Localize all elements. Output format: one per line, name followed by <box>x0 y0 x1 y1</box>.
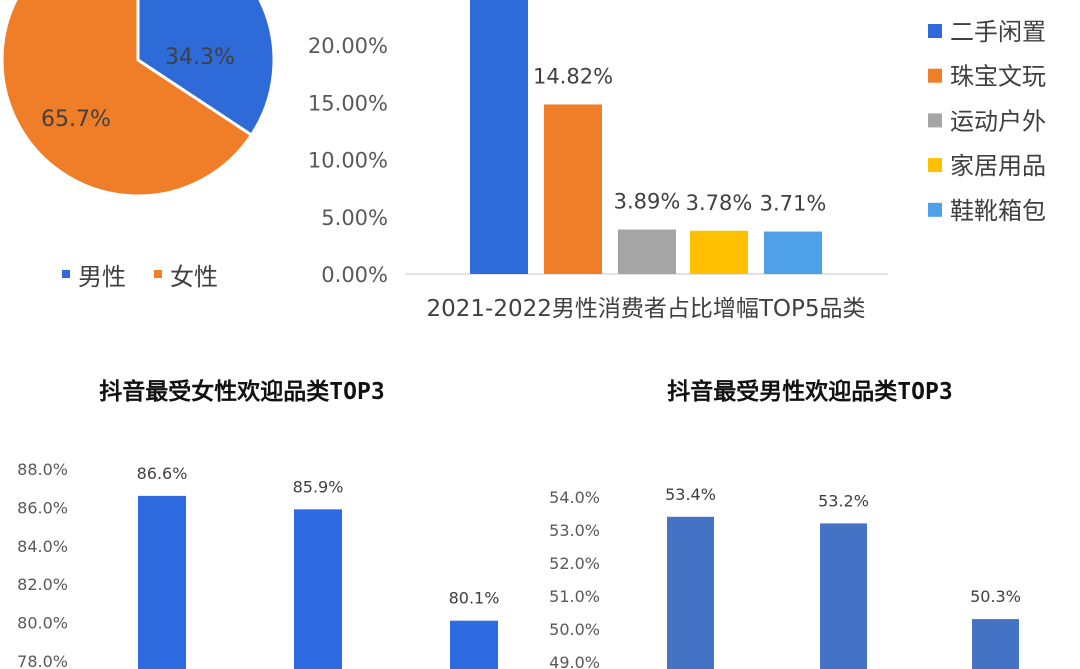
y-tick-label: 80.0% <box>17 614 68 633</box>
legend-label-0: 男性 <box>78 263 126 291</box>
y-tick-label: 15.00% <box>308 91 388 115</box>
pie-label-female: 65.7% <box>41 107 111 132</box>
bar-2 <box>972 619 1019 669</box>
bar-value-label: 53.2% <box>818 491 869 510</box>
y-tick-label: 51.0% <box>549 587 600 606</box>
legend-marker-4 <box>928 202 942 217</box>
y-tick-label: 78.0% <box>17 652 68 669</box>
legend-marker-0 <box>928 24 942 38</box>
bar-value-label: 50.3% <box>970 587 1021 606</box>
chart-title: 抖音最受女性欢迎品类TOP3 <box>99 378 384 405</box>
x-axis-title: 2021-2022男性消费者占比增幅TOP5品类 <box>426 296 865 322</box>
y-tick-label: 53.0% <box>549 521 600 540</box>
bar-1 <box>544 104 602 274</box>
bar-2 <box>450 620 498 669</box>
y-tick-label: 84.0% <box>17 537 68 556</box>
bar-2 <box>618 229 676 274</box>
legend-marker-0 <box>62 270 70 278</box>
legend-label-4: 鞋靴箱包 <box>950 197 1046 225</box>
legend-label-3: 家居用品 <box>950 152 1046 180</box>
bar-value-label: 3.89% <box>614 189 681 213</box>
bar-value-label: 80.1% <box>449 589 500 608</box>
pie-label-male: 34.3% <box>165 45 235 70</box>
chart-title: 抖音最受男性欢迎品类TOP3 <box>667 378 952 405</box>
legend-label-0: 二手闲置 <box>950 18 1046 46</box>
legend-marker-1 <box>154 270 162 278</box>
bar-value-label: 3.78% <box>686 191 753 215</box>
y-tick-label: 5.00% <box>321 206 388 230</box>
bar-value-label: 14.82% <box>533 64 613 88</box>
y-tick-label: 54.0% <box>549 488 600 507</box>
bar-0 <box>138 495 186 669</box>
y-tick-label: 10.00% <box>308 149 388 173</box>
legend-marker-2 <box>928 113 942 128</box>
bar-value-label: 86.6% <box>137 464 188 483</box>
bar-3 <box>690 230 748 274</box>
y-tick-label: 50.0% <box>549 620 600 639</box>
bar-0 <box>470 0 528 274</box>
y-tick-label: 0.00% <box>321 263 388 287</box>
bar-0 <box>667 516 714 669</box>
bar-value-label: 85.9% <box>293 477 344 496</box>
y-tick-label: 88.0% <box>17 460 68 479</box>
legend-label-2: 运动户外 <box>950 107 1046 135</box>
legend-marker-3 <box>928 158 942 173</box>
y-tick-label: 49.0% <box>549 653 600 669</box>
y-tick-label: 82.0% <box>17 575 68 594</box>
pie-slice-0 <box>136 0 276 138</box>
pie-slice-1 <box>0 0 254 198</box>
bar-value-label: 53.4% <box>665 485 716 504</box>
bar-1 <box>820 523 867 669</box>
bar-1 <box>294 509 342 669</box>
legend-marker-1 <box>928 68 942 83</box>
y-tick-label: 86.0% <box>17 498 68 517</box>
bar-value-label: 3.71% <box>760 192 827 216</box>
legend-label-1: 女性 <box>170 263 218 291</box>
legend-label-1: 珠宝文玩 <box>950 63 1046 91</box>
y-tick-label: 20.00% <box>308 34 388 58</box>
y-tick-label: 52.0% <box>549 554 600 573</box>
bar-4 <box>764 231 822 274</box>
